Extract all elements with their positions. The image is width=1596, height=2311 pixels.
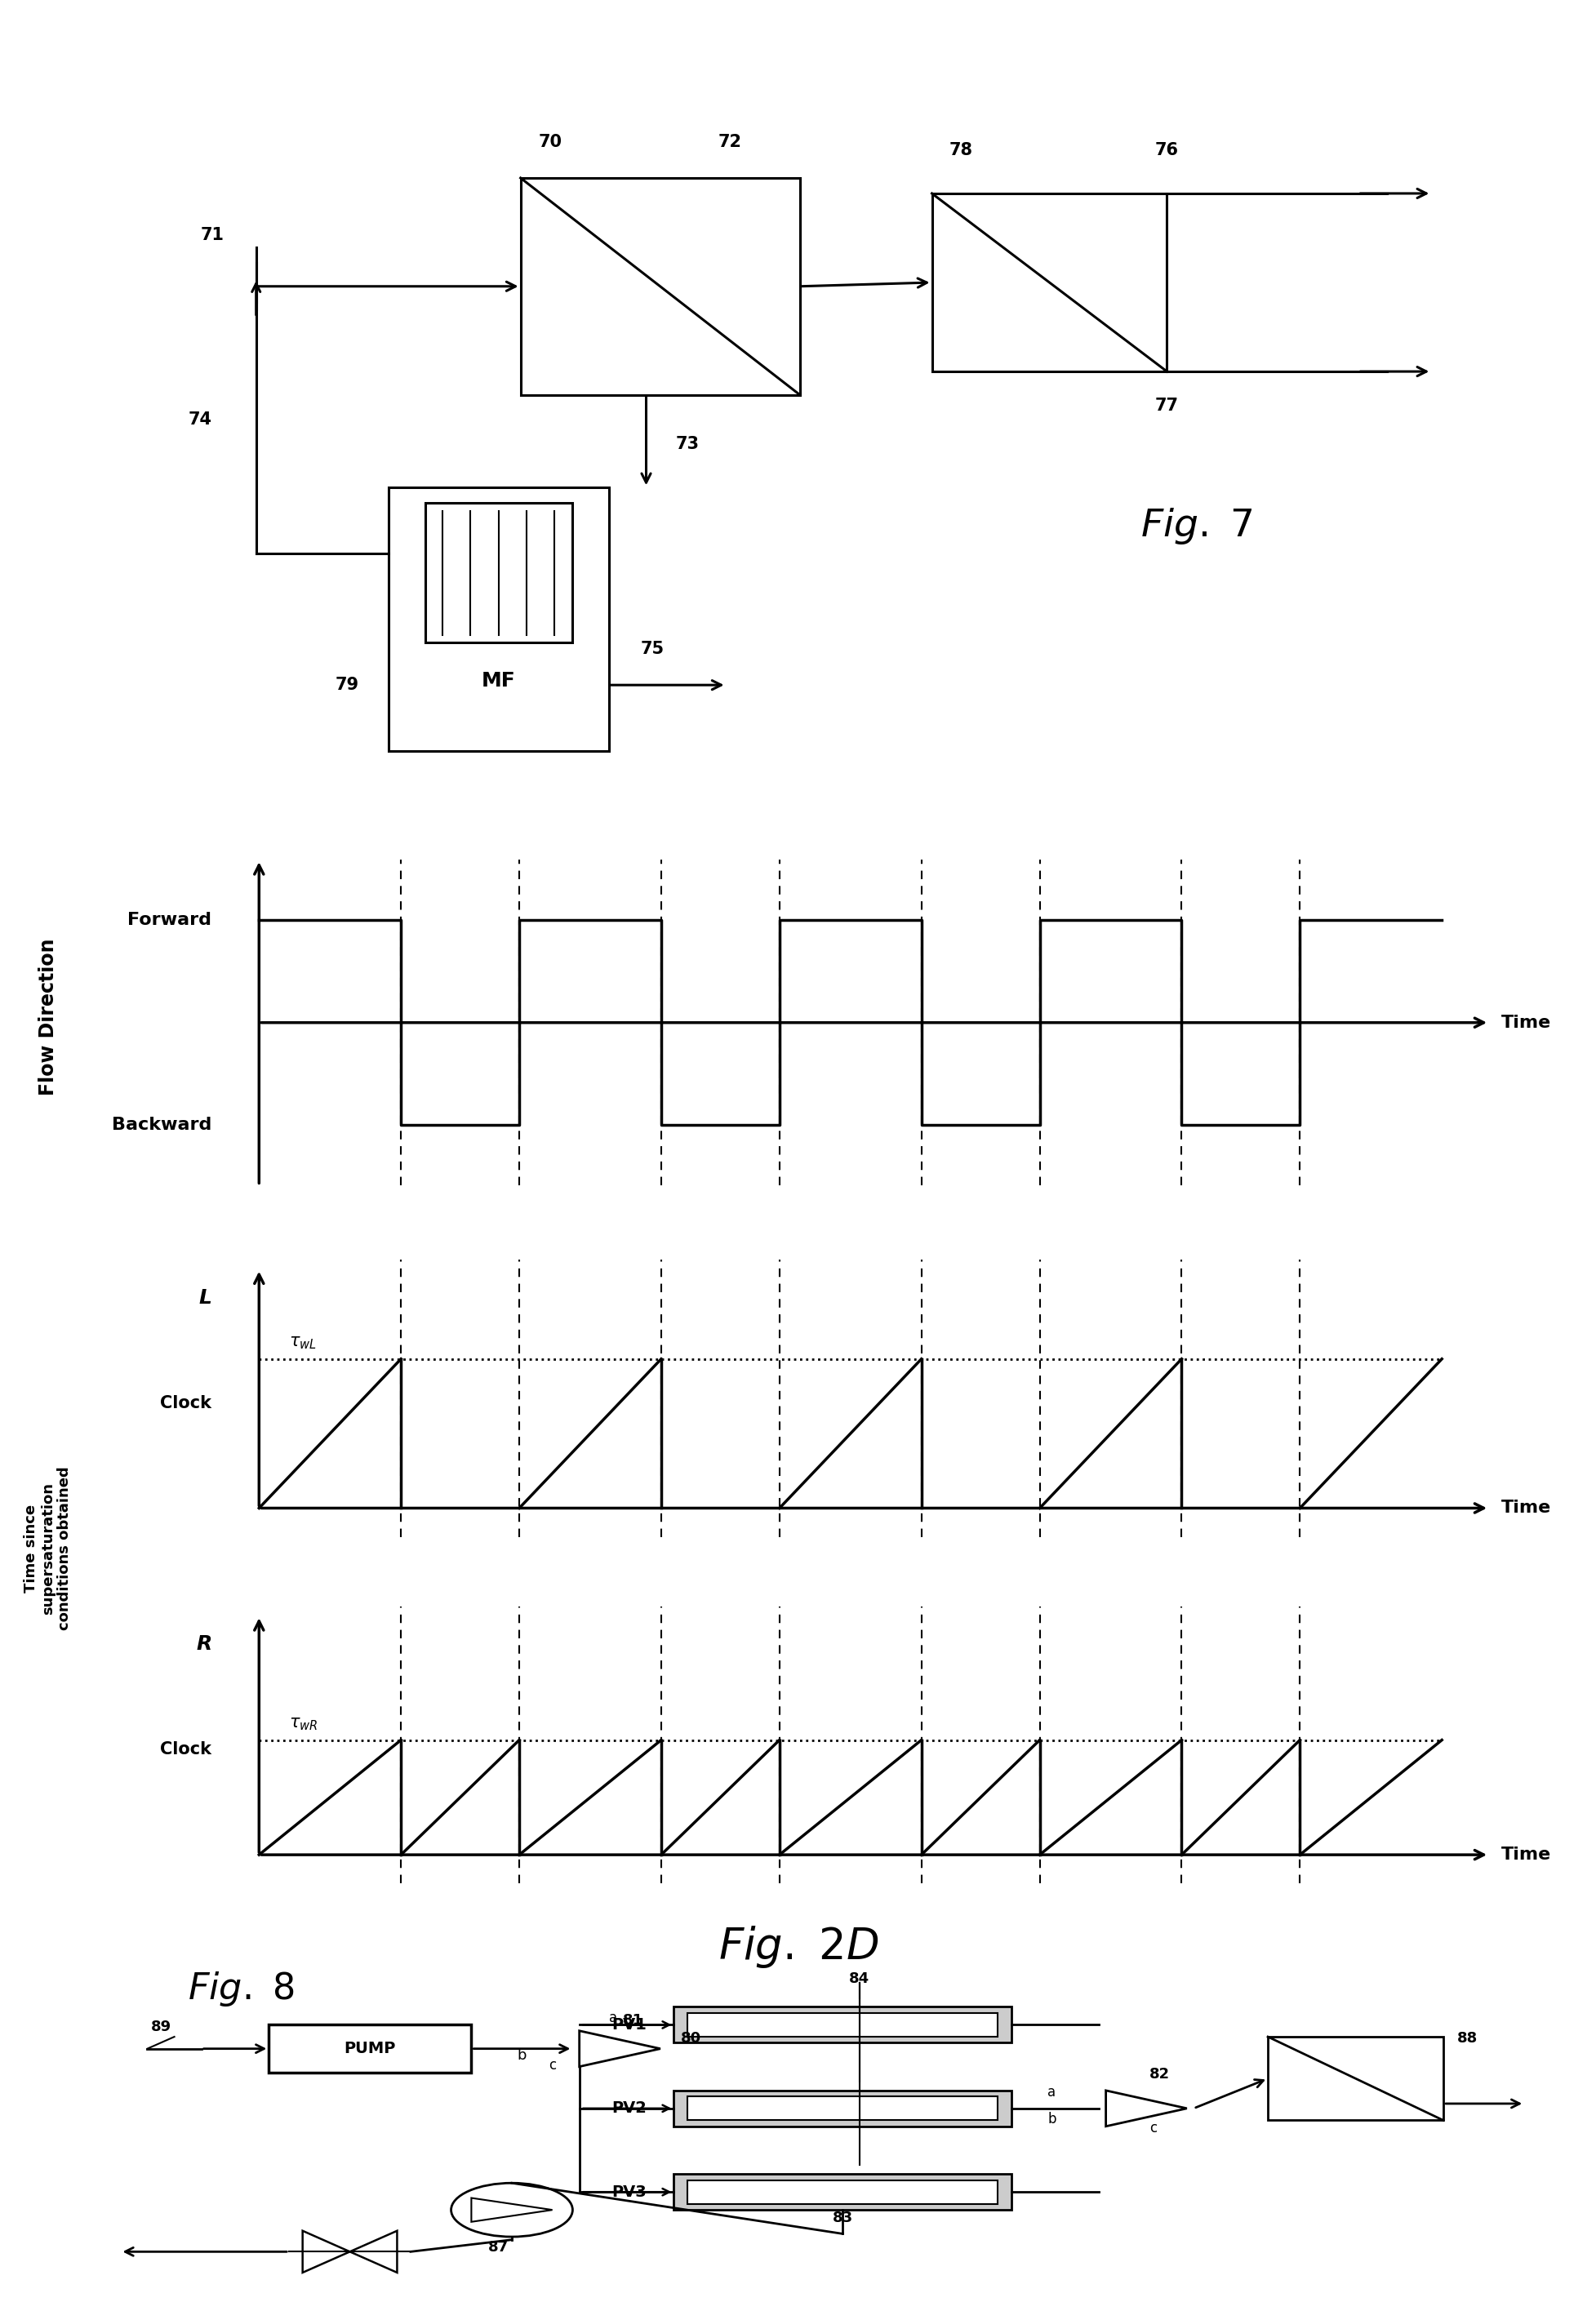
Bar (520, 178, 800, 395)
Text: a: a (608, 2011, 618, 2024)
Bar (268, 2024, 471, 2073)
Text: 89: 89 (150, 2020, 171, 2034)
Text: $\mathit{Fig.\ 7}$: $\mathit{Fig.\ 7}$ (1140, 506, 1251, 545)
Text: a: a (1047, 2085, 1055, 2101)
Text: Time: Time (1500, 1846, 1550, 1863)
Bar (686, 2179, 998, 2205)
Bar (388, 488, 608, 751)
Text: Flow Direction: Flow Direction (38, 938, 57, 1095)
Text: b: b (517, 2048, 527, 2064)
Text: PV2: PV2 (611, 2101, 646, 2117)
Text: $\tau_{wL}$: $\tau_{wL}$ (289, 1336, 316, 1352)
Bar (1267, 2036, 1443, 2121)
Text: c: c (549, 2059, 555, 2073)
Text: 73: 73 (675, 437, 699, 453)
Text: R: R (196, 1634, 212, 1655)
Text: Clock: Clock (160, 1742, 212, 1759)
Text: 83: 83 (832, 2209, 852, 2225)
Bar (686, 2096, 998, 2121)
Text: b: b (1047, 2112, 1055, 2126)
Text: $\mathit{Fig.\ 2D}$: $\mathit{Fig.\ 2D}$ (718, 1925, 878, 1969)
Text: 71: 71 (200, 226, 223, 243)
Text: 81: 81 (622, 2013, 643, 2029)
Text: Backward: Backward (112, 1116, 212, 1132)
Text: Time since
supersaturation
conditions obtained: Time since supersaturation conditions ob… (24, 1467, 72, 1629)
Text: Time: Time (1500, 1500, 1550, 1516)
Text: PV3: PV3 (611, 2184, 646, 2200)
Text: Forward: Forward (128, 913, 212, 929)
Text: 77: 77 (1154, 397, 1178, 414)
Text: $\mathit{Fig.\ 8}$: $\mathit{Fig.\ 8}$ (188, 1969, 294, 2008)
Text: 78: 78 (950, 141, 972, 157)
Text: 79: 79 (335, 677, 359, 693)
Text: Clock: Clock (160, 1396, 212, 1412)
Text: 75: 75 (640, 640, 664, 656)
Text: 80: 80 (680, 2031, 701, 2045)
Text: $\tau_{wR}$: $\tau_{wR}$ (289, 1717, 318, 1733)
Text: 84: 84 (849, 1971, 870, 1985)
Text: c: c (1149, 2121, 1156, 2135)
Bar (932, 194, 1167, 372)
Text: PV1: PV1 (611, 2018, 646, 2034)
Text: 88: 88 (1456, 2031, 1476, 2045)
Bar (674, 2091, 1010, 2126)
Text: 87: 87 (488, 2239, 509, 2256)
Text: 74: 74 (188, 411, 212, 428)
Text: Time: Time (1500, 1015, 1550, 1031)
Text: 70: 70 (538, 134, 562, 150)
Bar (674, 2006, 1010, 2043)
Bar (425, 504, 571, 642)
Text: 72: 72 (718, 134, 742, 150)
Text: PUMP: PUMP (345, 2041, 396, 2057)
Text: MF: MF (482, 673, 516, 691)
Text: 82: 82 (1149, 2066, 1170, 2082)
Bar (674, 2175, 1010, 2209)
Text: L: L (198, 1287, 212, 1308)
Text: 76: 76 (1154, 141, 1178, 157)
Bar (686, 2013, 998, 2036)
